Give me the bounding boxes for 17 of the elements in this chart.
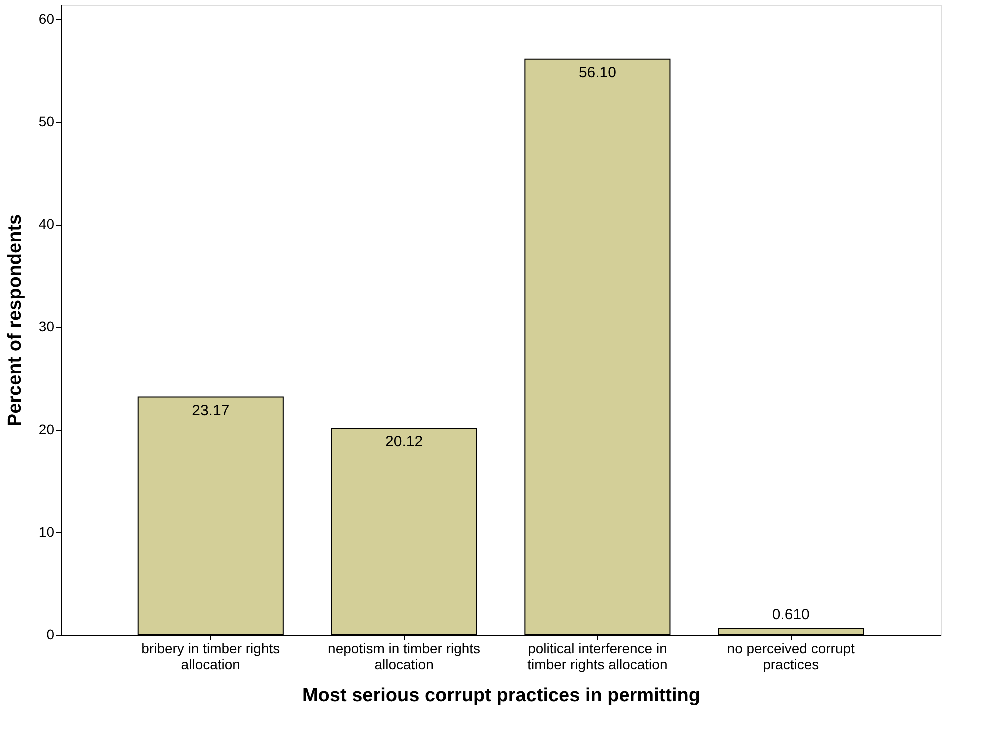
y-tick-label: 60 bbox=[38, 10, 55, 27]
y-tick-label: 20 bbox=[38, 421, 55, 438]
y-axis-title: Percent of respondents bbox=[4, 214, 26, 427]
data-label: 20.12 bbox=[386, 434, 424, 451]
data-label: 56.10 bbox=[578, 64, 616, 82]
x-tick-label: bribery in timber rights allocation bbox=[142, 640, 280, 672]
y-tick-label: 30 bbox=[38, 318, 55, 335]
x-tick-label: no perceived corrupt practices bbox=[727, 640, 856, 672]
x-axis-title: Most serious corrupt practices in permitting bbox=[302, 686, 701, 706]
y-tick-label: 0 bbox=[46, 626, 55, 642]
y-tick-label: 50 bbox=[38, 113, 55, 130]
y-tick-label: 40 bbox=[38, 216, 55, 232]
data-label: 23.17 bbox=[192, 402, 230, 420]
x-tick-label: political interference in timber rights allocation bbox=[528, 640, 668, 672]
x-tick-label: nepotism in timber rights allocation bbox=[328, 640, 481, 672]
y-tick-label: 10 bbox=[38, 524, 55, 540]
data-label: 0.610 bbox=[772, 606, 810, 624]
